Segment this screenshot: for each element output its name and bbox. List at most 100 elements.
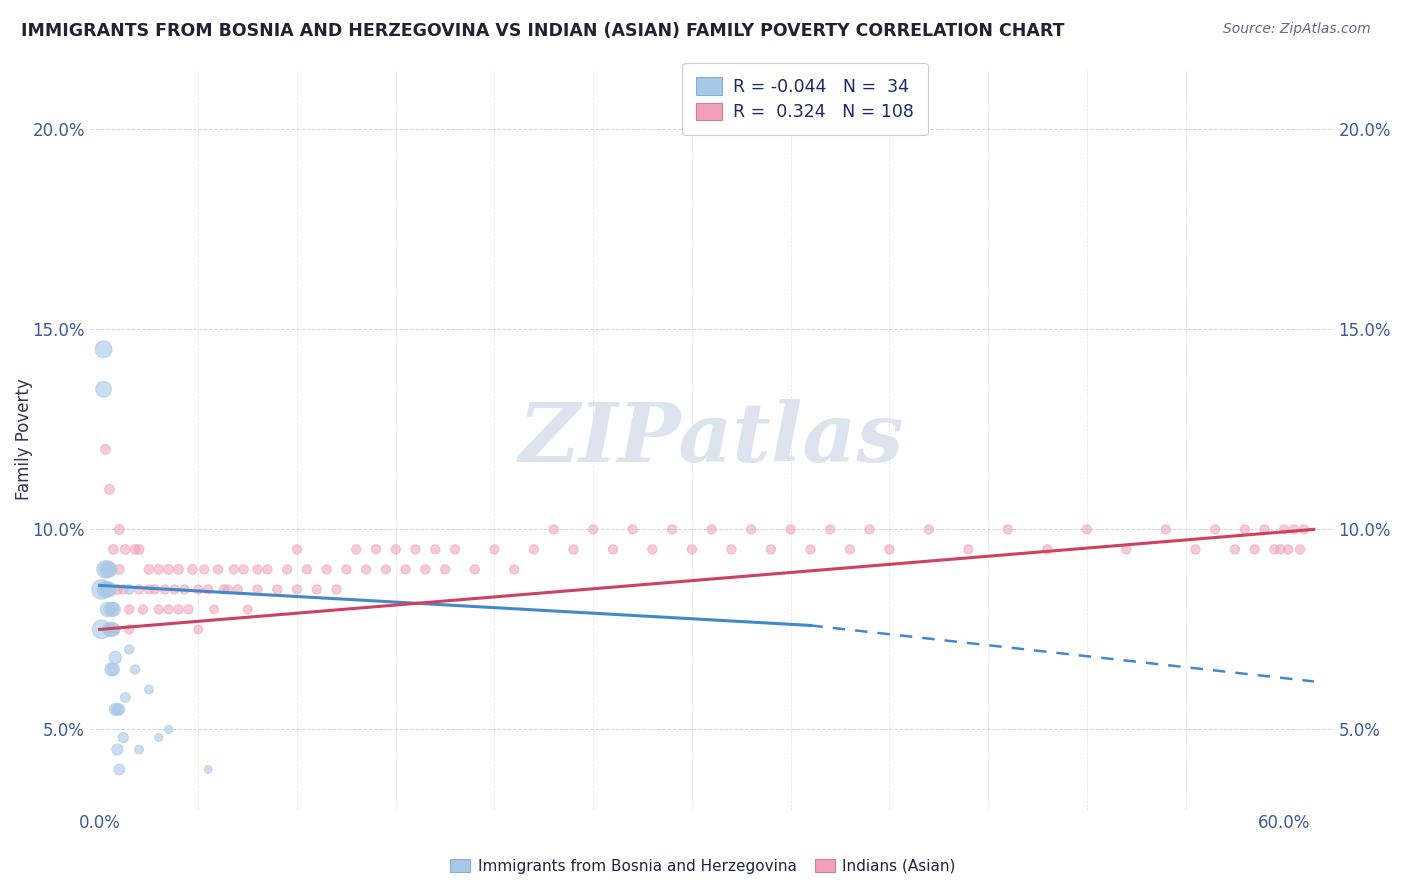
Point [621,522,644,536]
Point [103,602,125,616]
Point [108,522,131,536]
Point [222,562,245,576]
Point [163,582,186,597]
Point [103,663,125,677]
Point [138,562,160,576]
Point [1270,542,1292,557]
Point [1272,522,1295,536]
Point [173,582,195,597]
Point [207,562,229,576]
Point [96,562,118,576]
Point [1223,542,1246,557]
Point [104,702,127,716]
Point [98,483,121,497]
Point [859,522,882,536]
Point [315,562,337,576]
Point [197,582,219,597]
Point [114,690,136,705]
Point [157,562,180,576]
Point [1115,542,1137,557]
Point [217,582,239,597]
Point [394,562,416,576]
Point [104,650,127,665]
Point [1282,522,1305,536]
Point [94,562,117,576]
Text: IMMIGRANTS FROM BOSNIA AND HERZEGOVINA VS INDIAN (ASIAN) FAMILY POVERTY CORRELAT: IMMIGRANTS FROM BOSNIA AND HERZEGOVINA V… [21,22,1064,40]
Point [1253,522,1275,536]
Point [305,582,328,597]
Point [153,582,176,597]
Point [1277,542,1299,557]
Point [1076,522,1098,536]
Point [602,542,624,557]
Point [105,742,128,756]
Point [100,602,122,616]
Point [157,723,180,737]
Point [118,602,141,616]
Point [759,542,782,557]
Point [148,731,170,745]
Point [132,602,155,616]
Point [236,602,259,616]
Point [98,562,121,576]
Point [177,602,200,616]
Point [148,562,170,576]
Point [374,562,396,576]
Point [1184,542,1206,557]
Point [957,542,980,557]
Point [100,623,122,637]
Point [1243,542,1265,557]
Point [94,582,117,597]
Point [103,542,125,557]
Point [295,562,318,576]
Point [197,763,219,777]
Point [104,623,127,637]
Point [100,663,122,677]
Point [128,742,150,756]
Point [335,562,357,576]
Point [740,522,762,536]
Point [838,542,860,557]
Point [434,562,457,576]
Legend: Immigrants from Bosnia and Herzegovina, Indians (Asian): Immigrants from Bosnia and Herzegovina, … [444,853,962,880]
Point [187,582,209,597]
Point [128,582,150,597]
Point [661,522,683,536]
Point [96,602,118,616]
Point [143,582,166,597]
Point [96,582,118,597]
Point [415,562,437,576]
Point [167,602,190,616]
Point [98,623,121,637]
Point [641,542,664,557]
Point [118,642,141,657]
Legend: R = -0.044   N =  34, R =  0.324   N = 108: R = -0.044 N = 34, R = 0.324 N = 108 [682,63,928,136]
Point [879,542,901,557]
Point [124,663,146,677]
Point [1154,522,1177,536]
Point [444,542,467,557]
Point [108,702,131,716]
Point [276,562,298,576]
Point [266,582,288,597]
Point [105,702,128,716]
Point [100,602,122,616]
Point [181,562,204,576]
Point [799,542,821,557]
Point [96,562,118,576]
Point [103,623,125,637]
Point [720,542,742,557]
Point [202,602,225,616]
Point [681,542,703,557]
Point [484,542,506,557]
Point [118,582,141,597]
Point [562,542,585,557]
Point [405,542,427,557]
Point [90,623,112,637]
Point [364,542,387,557]
Point [246,582,269,597]
Point [997,522,1019,536]
Point [256,562,278,576]
Point [425,542,447,557]
Text: ZIPatlas: ZIPatlas [519,400,904,479]
